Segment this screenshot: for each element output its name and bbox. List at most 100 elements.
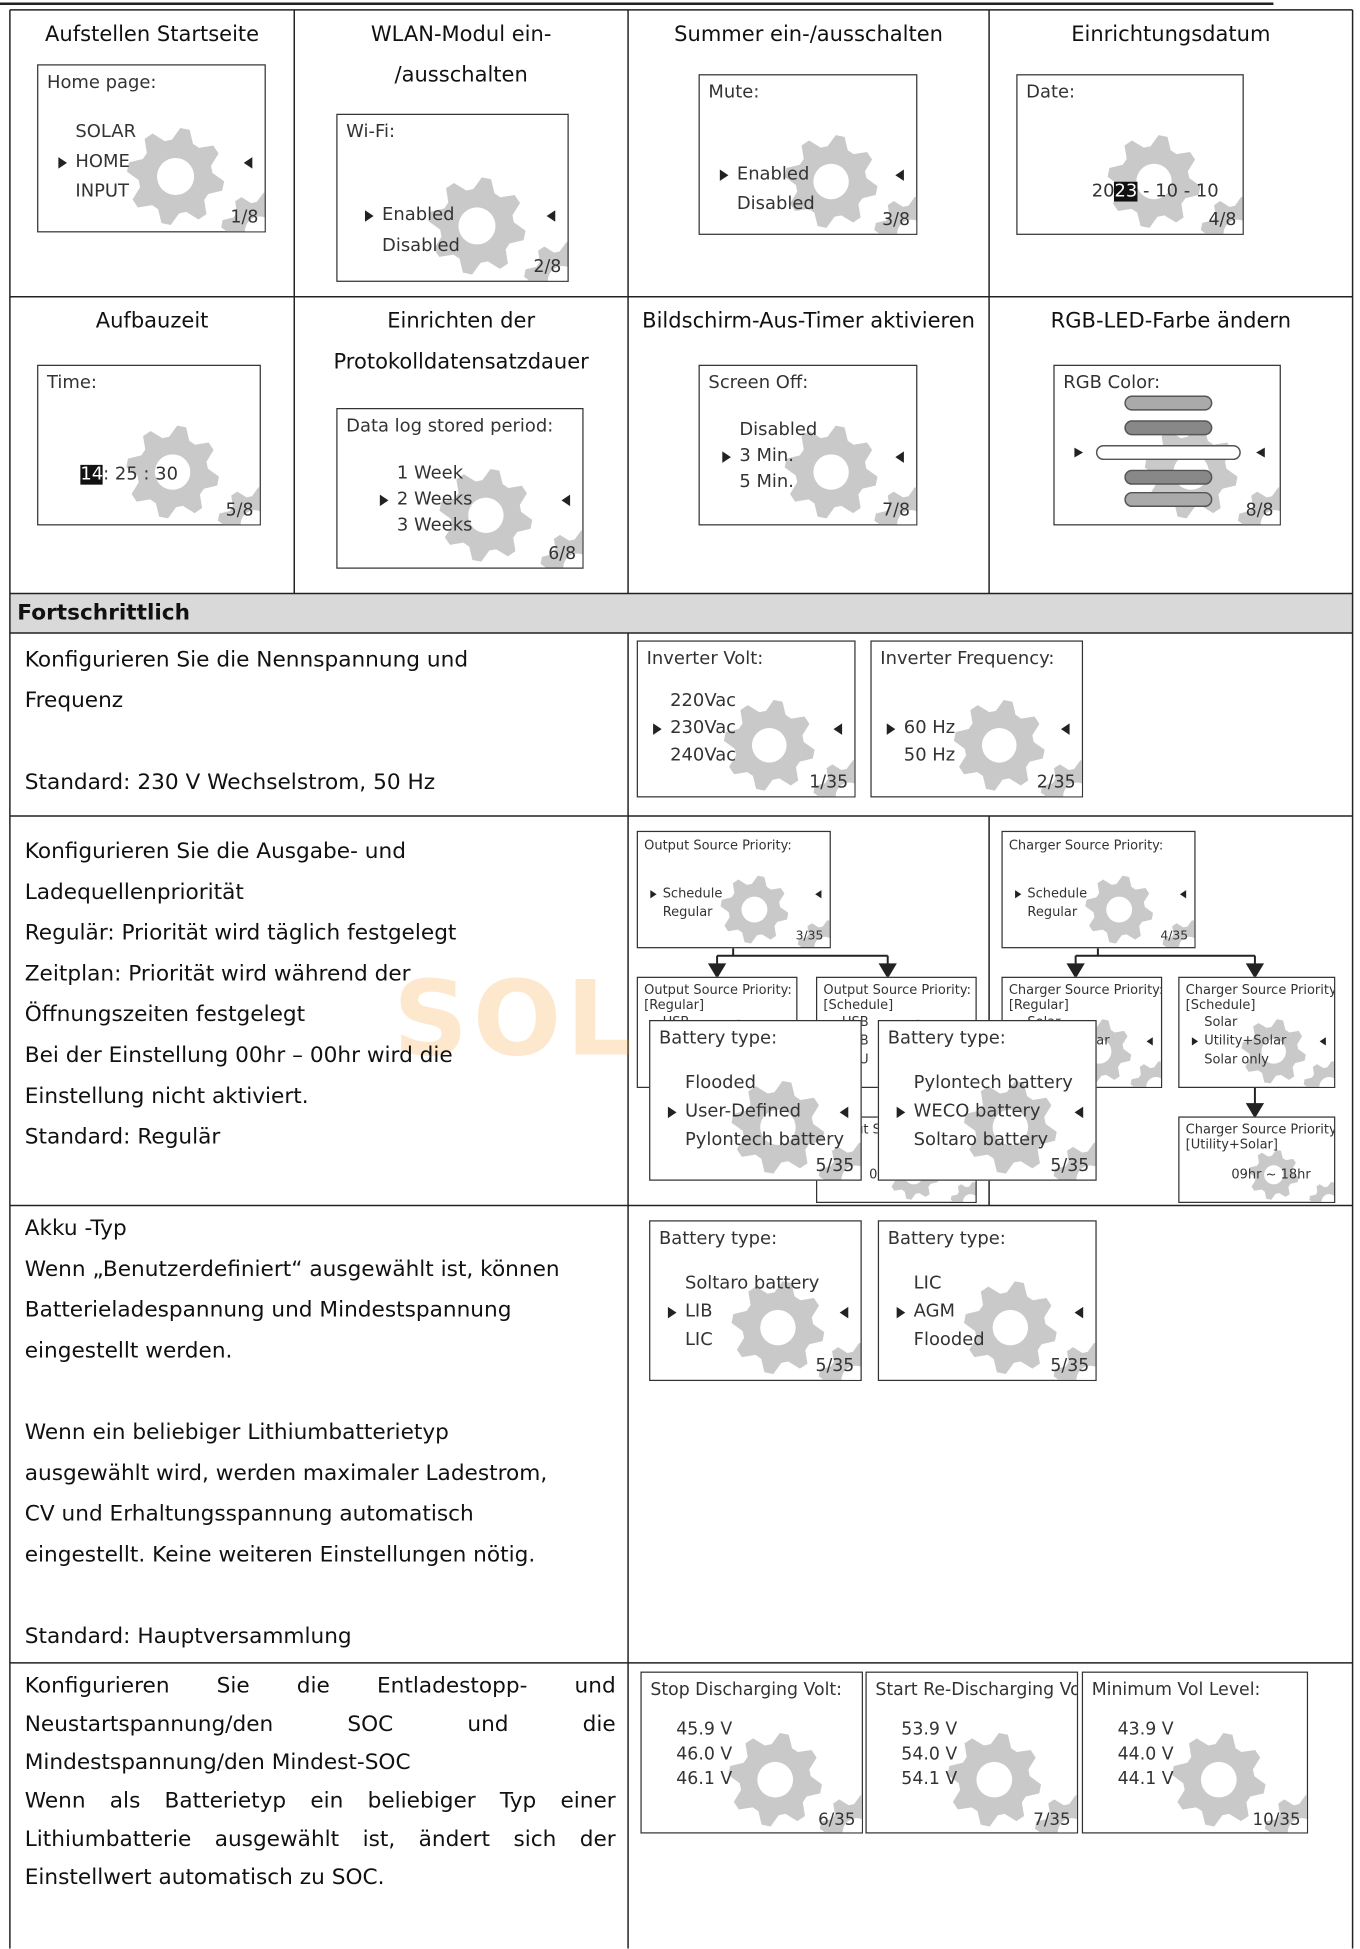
lcd-screen: Time: 14: 25 : 30 5/8 <box>37 364 261 526</box>
gear-hole <box>741 896 768 923</box>
row-description: Konfigurieren Sie die Ausgabe- und Ladequ… <box>25 832 616 1158</box>
page-indicator: 10/35 <box>1252 1809 1301 1830</box>
text-line: Batterieladespannung und Mindestspannung <box>24 1298 512 1323</box>
gear-hole <box>897 510 917 525</box>
lcd-screen: Date: 2023 - 10 - 10 4/8 <box>1016 74 1244 235</box>
gear-hole <box>157 157 195 196</box>
selector-left <box>653 723 662 735</box>
lcd-screen: Stop Discharging Volt: 45.9 V 46.0 V 46.1 V… <box>640 1671 863 1834</box>
text-line: Standard: Regulär <box>24 1125 221 1150</box>
selector-left <box>667 1306 677 1319</box>
lcd-screen: Minimum Vol Level: 43.9 V 44.0 V 44.1 V 10/3… <box>1081 1671 1309 1834</box>
selector-left <box>1191 1037 1199 1046</box>
gear-hole <box>813 454 849 490</box>
title-line: RGB-LED-Farbe ändern <box>1050 309 1292 334</box>
screen-art <box>365 177 568 281</box>
screen-option: Enabled <box>382 205 455 226</box>
text-line: Bei der Einstellung 00hr – 00hr wird die <box>24 1043 453 1069</box>
screen-art <box>1191 1019 1335 1087</box>
page-indicator: 4/8 <box>1208 210 1237 231</box>
selector-right <box>895 451 904 463</box>
gear-hole <box>842 1818 862 1833</box>
screen-option: Schedule <box>662 886 723 902</box>
value-highlight: 14 <box>80 464 104 485</box>
screen-art <box>1074 395 1280 525</box>
screen-option: Solar <box>1204 1015 1238 1030</box>
gear-hole <box>992 1309 1029 1346</box>
gear-hole <box>1063 782 1082 797</box>
page-indicator: 5/35 <box>815 1356 855 1377</box>
screen-option: 3 Min. <box>739 446 794 467</box>
screen-label: Inverter Volt: <box>646 649 764 669</box>
gear-hole <box>1136 163 1172 200</box>
text-line: Lithiumbatterie ausgewählt ist, ändert s… <box>24 1827 616 1853</box>
screen-label: Battery type: <box>658 1228 778 1249</box>
page-indicator: 5/35 <box>1050 1156 1090 1177</box>
screen-art <box>896 1080 1096 1180</box>
gear-hole <box>981 728 1017 763</box>
screen-option: Regular <box>1027 905 1078 920</box>
screen-sub: [Schedule] <box>1185 997 1256 1013</box>
screen-art <box>719 135 917 234</box>
screen-option: Regular <box>662 905 713 920</box>
screen-option: AGM <box>913 1301 955 1322</box>
page-indicator: 7/8 <box>882 500 910 521</box>
screen-option: 53.9 V <box>901 1719 958 1740</box>
screen-option: 3 Weeks <box>396 515 473 536</box>
text-line: Konfigurieren Sie die Ausgabe- und <box>24 839 406 865</box>
screen-option: Flooded <box>913 1330 985 1351</box>
screen-option: 240Vac <box>670 745 737 766</box>
selector-left <box>1074 447 1084 458</box>
lcd-screen: Wi-Fi: Enabled Disabled 2/8 <box>336 113 569 282</box>
gear-hole <box>1223 219 1243 234</box>
screen-art <box>58 127 265 232</box>
selector-right <box>833 723 843 735</box>
page-indicator: 4/35 <box>1160 929 1189 944</box>
gear-hole <box>841 1365 861 1380</box>
lcd-screen: Battery type: Pylontech battery WECO batte… <box>877 1020 1097 1181</box>
screen-label: Charger Source Priority: <box>1008 982 1163 998</box>
selector-right <box>243 157 253 169</box>
screen-option: 54.1 V <box>901 1769 958 1790</box>
screen-sub: [Regular] <box>644 997 705 1013</box>
page-indicator: 2/8 <box>533 257 562 278</box>
gear-hole <box>1076 1165 1096 1180</box>
screen-option: Soltaro battery <box>913 1130 1049 1150</box>
text-line: Standard: Hauptversammlung <box>24 1624 352 1650</box>
gear-hole <box>841 1165 861 1180</box>
screen-art <box>379 468 583 568</box>
selector-left <box>719 169 729 181</box>
page-indicator: 5/8 <box>225 500 254 521</box>
screen-option: Schedule <box>1027 886 1088 902</box>
screen-option: 220Vac <box>670 691 737 711</box>
screen-label: RGB Color: <box>1063 373 1161 394</box>
rgb-bar <box>1124 420 1213 436</box>
text-line: eingestellt. Keine weiteren Einstellunge… <box>24 1542 536 1568</box>
title-line: Summer ein-/ausschalten <box>674 22 943 47</box>
paragraph: Wenn ein beliebiger Lithiumbatterietyp au… <box>25 1413 616 1576</box>
screen-option: Disabled <box>382 236 460 256</box>
text-line: Wenn als Batterietyp ein beliebiger Typ … <box>24 1789 616 1814</box>
row-description: Konfigurieren Sie die Nennspannung und Fr… <box>25 640 616 803</box>
page-indicator: 1/8 <box>230 207 259 228</box>
selector-left <box>886 723 896 735</box>
screen-art <box>126 425 260 525</box>
gear-hole <box>1179 936 1195 948</box>
gear-hole <box>1319 1077 1335 1087</box>
title-line: Einrichtungsdatum <box>1071 22 1271 47</box>
screen-label: Home page: <box>46 72 157 93</box>
setting-title: RGB-LED-Farbe ändern <box>989 302 1352 343</box>
selector-right <box>1060 723 1070 735</box>
gear-hole <box>1287 1818 1307 1833</box>
screen-art <box>1015 875 1195 948</box>
screen-label: Stop Discharging Volt: <box>650 1680 843 1700</box>
screen-option: Disabled <box>736 194 815 214</box>
screen-option: 5 Min. <box>739 472 794 493</box>
lcd-screen: Inverter Frequency: 60 Hz 50 Hz 2/35 <box>870 640 1084 798</box>
gear-hole <box>760 1109 796 1146</box>
selector-right <box>546 210 556 222</box>
setting-title: WLAN-Modul ein- /ausschalten <box>294 15 628 97</box>
screen-option: SOLAR <box>75 122 137 143</box>
